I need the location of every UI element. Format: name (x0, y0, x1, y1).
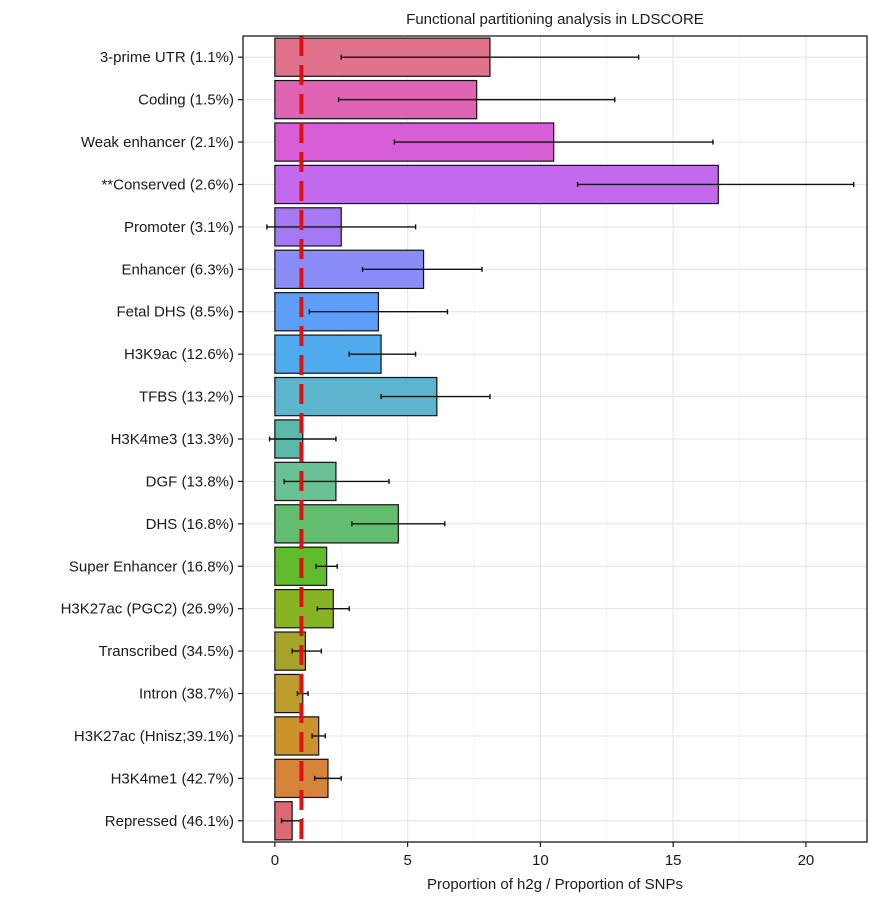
error-bar (311, 733, 327, 739)
y-tick-label: Weak enhancer (2.1%) (81, 134, 234, 151)
x-tick-label: 15 (665, 852, 682, 869)
error-bar (351, 521, 446, 527)
x-tick-label: 0 (271, 852, 279, 869)
x-axis-label: Proportion of h2g / Proportion of SNPs (427, 876, 683, 893)
y-tick-label: Intron (38.7%) (139, 686, 234, 703)
y-axis: 3-prime UTR (1.1%) Coding (1.5%) Weak enha… (61, 49, 243, 830)
y-tick-label: H3K27ac (PGC2) (26.9%) (61, 601, 234, 618)
x-tick-label: 10 (532, 852, 549, 869)
chart-title: Functional partitioning analysis in LDSC… (406, 11, 704, 28)
y-tick-label: Enhancer (6.3%) (121, 261, 234, 278)
x-tick-label: 5 (403, 852, 411, 869)
error-bar (266, 224, 417, 230)
error-bar (576, 181, 855, 187)
error-bar (291, 648, 323, 654)
y-tick-label: H3K27ac (Hnisz;39.1%) (74, 728, 234, 745)
x-tick-label: 20 (798, 852, 815, 869)
error-bar (316, 606, 350, 612)
y-tick-label: Coding (1.5%) (138, 92, 234, 109)
error-bar (393, 139, 714, 145)
y-tick-label: DHS (16.8%) (146, 516, 234, 533)
y-tick-label: Fetal DHS (8.5%) (116, 304, 234, 321)
y-tick-label: **Conserved (2.6%) (101, 176, 234, 193)
y-tick-label: Repressed (46.1%) (105, 813, 234, 830)
y-tick-label: H3K4me1 (42.7%) (111, 770, 234, 787)
y-tick-label: 3-prime UTR (1.1%) (100, 49, 234, 66)
error-bar (308, 309, 449, 315)
y-tick-label: H3K4me3 (13.3%) (111, 431, 234, 448)
error-bar (313, 775, 342, 781)
error-bar (315, 563, 338, 569)
y-tick-label: DGF (13.8%) (146, 473, 234, 490)
error-bar (380, 394, 491, 400)
error-bar (361, 266, 483, 272)
error-bar (337, 97, 616, 103)
error-bar (348, 351, 417, 357)
y-tick-label: H3K9ac (12.6%) (124, 346, 234, 363)
y-tick-label: Transcribed (34.5%) (99, 643, 234, 660)
y-tick-label: Super Enhancer (16.8%) (69, 558, 234, 575)
error-bar (340, 54, 640, 60)
y-tick-label: Promoter (3.1%) (124, 219, 234, 236)
error-bar (268, 436, 337, 442)
x-axis: 0 5 10 15 20 (271, 842, 815, 869)
y-tick-label: TFBS (13.2%) (139, 389, 234, 406)
